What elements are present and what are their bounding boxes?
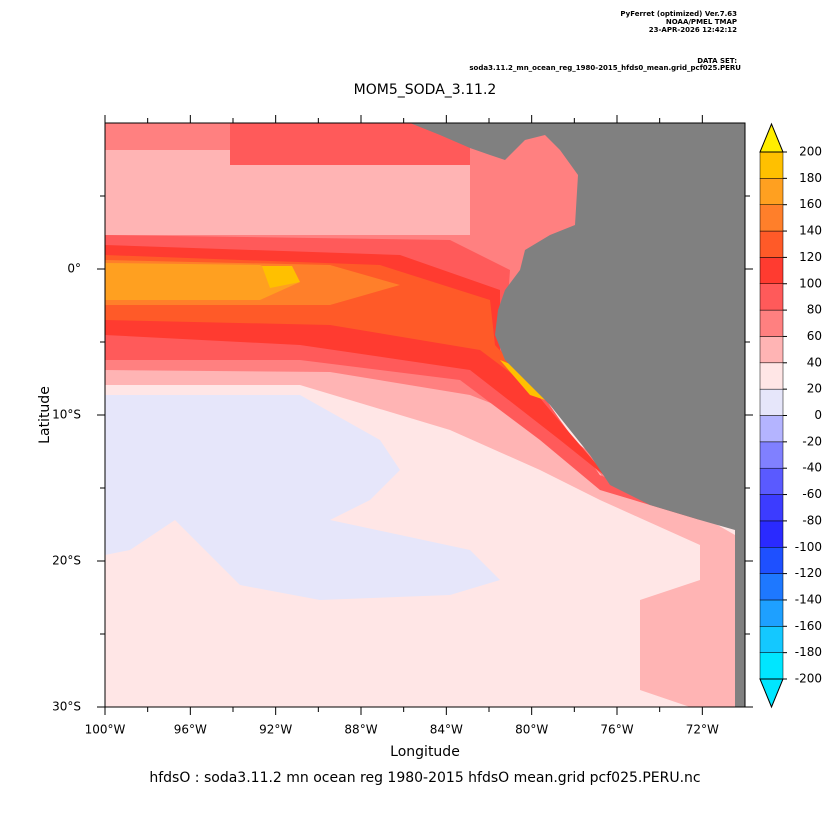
colorbar-cell [759, 599, 784, 627]
colorbar-cell [759, 309, 784, 337]
colorbar-cell [759, 178, 784, 205]
field-region [105, 395, 500, 600]
colorbar-label: -80 [802, 513, 822, 527]
colorbar-cell [759, 573, 784, 601]
colorbar-label: 60 [807, 329, 822, 343]
colorbar-cell [759, 204, 784, 232]
colorbar-label: 200 [799, 145, 822, 159]
y-axis-label: Latitude [37, 386, 53, 444]
header-line: 23-APR-2026 12:42:12 [649, 26, 737, 34]
x-tick-label: 76°W [600, 723, 633, 737]
footnote: hfdsO : soda3.11.2 mn ocean reg 1980-201… [149, 770, 700, 786]
x-tick-label: 88°W [344, 723, 377, 737]
chart-title: MOM5_SODA_3.11.2 [354, 82, 497, 98]
x-tick-label: 80°W [515, 723, 548, 737]
x-tick-label: 84°W [430, 723, 463, 737]
land [410, 123, 745, 707]
colorbar-cell [759, 652, 784, 680]
colorbar-cell [759, 388, 784, 416]
colorbar-label: -40 [802, 461, 822, 475]
header-line: PyFerret (optimized) Ver.7.63 [620, 10, 737, 18]
colorbar-cell [759, 415, 784, 443]
field-region [500, 360, 545, 400]
colorbar-cell [759, 230, 784, 258]
colorbar-cell [759, 441, 784, 469]
colorbar-cell [759, 336, 784, 364]
colorbar-label: 140 [799, 224, 822, 238]
y-tick-label: 30°S [52, 700, 81, 714]
colorbar-label: -100 [795, 540, 822, 554]
header-line: NOAA/PMEL TMAP [666, 18, 737, 26]
colorbar-label: 80 [807, 303, 822, 317]
field-region [230, 123, 470, 165]
colorbar-label: -20 [802, 434, 822, 448]
colorbar-label: 40 [807, 355, 822, 369]
x-tick-label: 72°W [686, 723, 719, 737]
colorbar-label: -60 [802, 487, 822, 501]
y-tick-label: 20°S [52, 554, 81, 568]
colorbar-cell [759, 547, 784, 574]
colorbar-label: -180 [795, 645, 822, 659]
colorbar-cell [759, 626, 784, 653]
colorbar-cell [759, 362, 784, 390]
field-region [105, 263, 300, 300]
colorbar-cell [759, 520, 784, 548]
colorbar-label: -120 [795, 566, 822, 580]
colorbar-label: 160 [799, 197, 822, 211]
colorbar-label: -200 [795, 672, 822, 686]
field-region [262, 266, 300, 288]
dataset: soda3.11.2_mn_ocean_reg_1980-2015_hfds0_… [469, 64, 741, 72]
colorbar-label: 180 [799, 171, 822, 185]
colorbar-cell [759, 151, 784, 179]
colorbar-label: 0 [814, 408, 822, 422]
colorbar-cell [759, 467, 784, 495]
colorbar-label: -140 [795, 592, 822, 606]
x-tick-label: 100°W [85, 723, 126, 737]
colorbar-cell [759, 257, 784, 284]
colorbar-cell [759, 494, 784, 522]
x-axis-label: Longitude [390, 744, 460, 760]
y-tick-label: 0° [67, 262, 81, 276]
colorbar-label: -160 [795, 619, 822, 633]
colorbar-label: 120 [799, 250, 822, 264]
colorbar-cell [759, 283, 784, 311]
colorbar-extend [759, 678, 784, 709]
dataset-label: DATA SET: [697, 57, 737, 65]
colorbar-label: 100 [799, 276, 822, 290]
y-tick-label: 10°S [52, 408, 81, 422]
colorbar-extend [759, 122, 784, 153]
x-tick-label: 92°W [259, 723, 292, 737]
field [105, 123, 745, 707]
x-tick-label: 96°W [174, 723, 207, 737]
colorbar-label: 20 [807, 382, 822, 396]
